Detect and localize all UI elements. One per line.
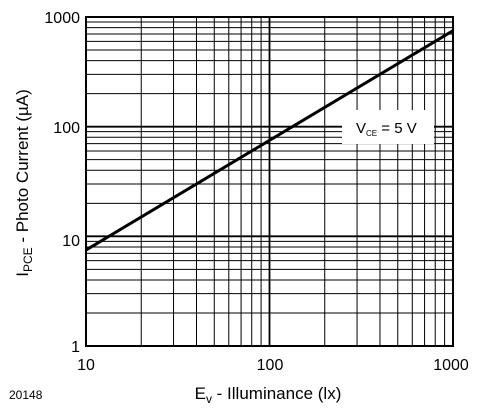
x-axis-title-main: E (195, 384, 206, 403)
y-axis-title-subscript: PCE (21, 247, 35, 272)
y-axis-title: IPCE - Photo Current (µA) (13, 89, 35, 277)
y-tick-label: 10 (62, 233, 80, 250)
x-axis-title: Ev - Illuminance (lx) (195, 384, 342, 406)
plot-frame (85, 16, 454, 347)
annotation-label: VCE = 5 V (356, 120, 417, 138)
x-tick-label: 1000 (433, 357, 469, 374)
y-axis-title-rest: - Photo Current (µA) (13, 89, 32, 247)
y-tick-labels: 1 10 100 1000 (44, 10, 80, 356)
annotation: VCE = 5 V (342, 110, 434, 144)
annotation-main: V (356, 120, 366, 137)
figure-id: 20148 (9, 388, 43, 402)
x-tick-label: 10 (77, 357, 95, 374)
y-tick-label: 100 (53, 120, 80, 137)
x-tick-labels: 10 100 1000 (77, 357, 469, 374)
x-axis-title-rest: - Illuminance (lx) (212, 384, 341, 403)
grid (86, 17, 453, 346)
y-axis-title-main: I (13, 272, 32, 277)
annotation-subscript: CE (366, 129, 377, 138)
annotation-rest: = 5 V (377, 120, 417, 137)
y-tick-label: 1 (71, 339, 80, 356)
annotation-background (342, 110, 434, 144)
y-tick-label: 1000 (44, 10, 80, 27)
x-axis-title-subscript: v (206, 392, 212, 406)
x-tick-label: 100 (257, 357, 284, 374)
series-line (85, 29, 454, 252)
